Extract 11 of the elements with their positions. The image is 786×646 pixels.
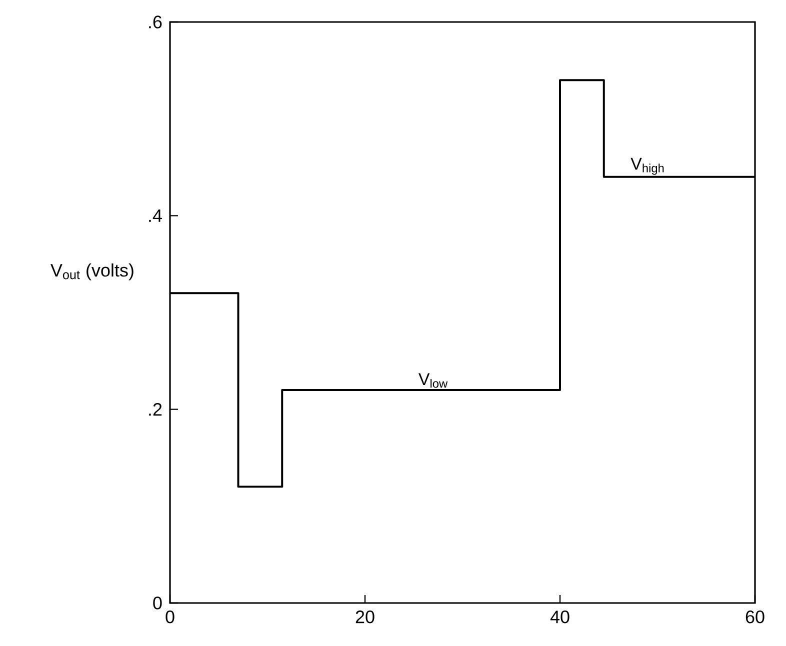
x-tick-label: 0 xyxy=(166,610,174,624)
x-tick-label: 40 xyxy=(550,610,570,624)
y-axis-title: V$_{out}$ (volts) xyxy=(50,263,134,280)
y-tick-label: .6 xyxy=(149,16,162,28)
x-tick-label: 60 xyxy=(746,610,764,624)
y-tick-label: 0 xyxy=(153,596,162,610)
annotation: V$_{low}$ xyxy=(418,373,448,388)
x-tick-label: 20 xyxy=(356,610,374,624)
y-tick-label: .4 xyxy=(149,209,162,222)
annotation: V$_{high}$ xyxy=(630,158,664,175)
y-tick-label: .2 xyxy=(149,403,162,416)
